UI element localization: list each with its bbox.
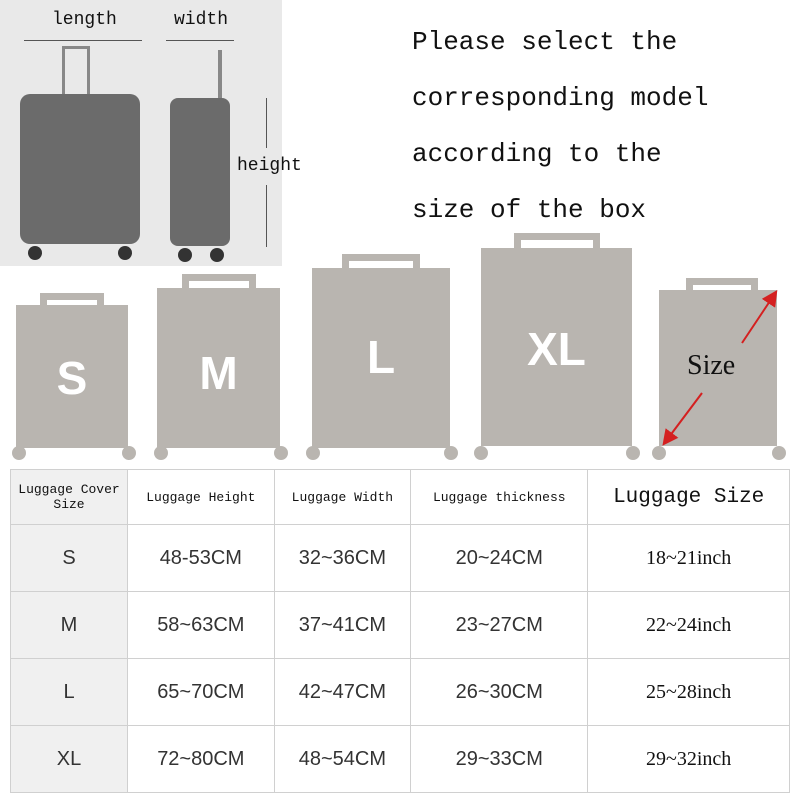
- size-letter: M: [199, 347, 238, 399]
- wheel: [772, 446, 786, 460]
- cell-width: 42~47CM: [273, 658, 412, 726]
- cell-size: XL: [10, 725, 128, 793]
- case-m: M: [157, 288, 280, 448]
- table-row: XL 72~80CM 48~54CM 29~33CM 29~32inch: [10, 725, 790, 793]
- width-line: [166, 40, 234, 41]
- header-luggage-size: Luggage Size: [587, 469, 790, 525]
- table-header-row: Luggage Cover Size Luggage Height Luggag…: [10, 469, 790, 525]
- header-height: Luggage Height: [127, 469, 275, 525]
- cell-size: L: [10, 658, 128, 726]
- wheel: [154, 446, 168, 460]
- cell-width: 32~36CM: [273, 524, 412, 592]
- cell-thickness: 29~33CM: [410, 725, 589, 793]
- cell-luggage-size: 25~28inch: [587, 658, 790, 726]
- height-line-top: [266, 98, 267, 148]
- wheel: [626, 446, 640, 460]
- cell-thickness: 26~30CM: [410, 658, 589, 726]
- trolley-handle: [218, 50, 222, 100]
- length-line: [24, 40, 142, 41]
- size-table: Luggage Cover Size Luggage Height Luggag…: [10, 469, 790, 793]
- cell-luggage-size: 29~32inch: [587, 725, 790, 793]
- cell-thickness: 20~24CM: [410, 524, 589, 592]
- intro-text: Please select the corresponding model ac…: [412, 27, 709, 225]
- wheel: [474, 446, 488, 460]
- wheel: [122, 446, 136, 460]
- height-label: height: [237, 156, 302, 176]
- size-letter: L: [366, 331, 396, 383]
- length-label: length: [52, 10, 117, 30]
- side-suitcase: [170, 98, 230, 246]
- width-label: width: [174, 10, 229, 30]
- header-thickness: Luggage thickness: [410, 469, 589, 525]
- wheel: [178, 248, 192, 262]
- header-width: Luggage Width: [273, 469, 412, 525]
- large-suitcase: [20, 94, 140, 244]
- case-size: Size: [659, 290, 777, 446]
- cell-size: S: [10, 524, 128, 592]
- size-letter: S: [56, 352, 88, 404]
- cell-size: M: [10, 591, 128, 659]
- cell-height: 48-53CM: [127, 524, 275, 592]
- wheel: [444, 446, 458, 460]
- cell-thickness: 23~27CM: [410, 591, 589, 659]
- table-row: S 48-53CM 32~36CM 20~24CM 18~21inch: [10, 524, 790, 592]
- luggage-dimension-photo: length width height: [0, 0, 302, 266]
- trolley-handle: [62, 46, 90, 99]
- case-xl: XL: [481, 248, 632, 446]
- cell-luggage-size: 22~24inch: [587, 591, 790, 659]
- cell-height: 58~63CM: [127, 591, 275, 659]
- cell-width: 48~54CM: [273, 725, 412, 793]
- wheel: [28, 246, 42, 260]
- height-line-bottom: [266, 185, 267, 247]
- wheel: [652, 446, 666, 460]
- wheel: [118, 246, 132, 260]
- case-s: S: [16, 305, 128, 448]
- diagonal-arrow-icon: [662, 290, 778, 446]
- size-label: Size: [687, 350, 736, 381]
- wheel: [306, 446, 320, 460]
- wheel: [274, 446, 288, 460]
- case-l: L: [312, 268, 450, 448]
- cell-luggage-size: 18~21inch: [587, 524, 790, 592]
- table-row: L 65~70CM 42~47CM 26~30CM 25~28inch: [10, 658, 790, 726]
- cell-height: 72~80CM: [127, 725, 275, 793]
- wheel: [210, 248, 224, 262]
- cell-width: 37~41CM: [273, 591, 412, 659]
- table-row: M 58~63CM 37~41CM 23~27CM 22~24inch: [10, 591, 790, 659]
- cell-height: 65~70CM: [127, 658, 275, 726]
- header-cover-size: Luggage Cover Size: [10, 469, 128, 525]
- size-letter: XL: [527, 323, 586, 375]
- wheel: [12, 446, 26, 460]
